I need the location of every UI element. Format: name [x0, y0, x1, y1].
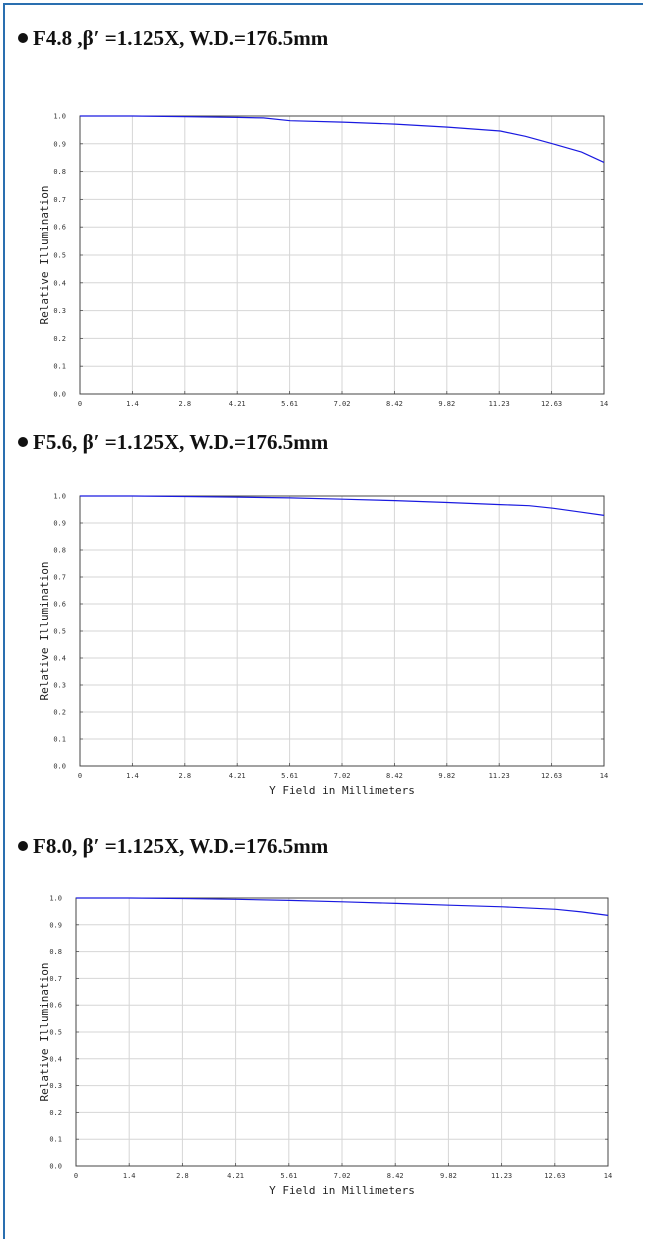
- x-tick-label: 12.63: [541, 400, 562, 408]
- x-tick-label: 14: [600, 400, 608, 408]
- y-tick-label: 0.6: [53, 601, 66, 609]
- y-tick-label: 0.2: [53, 335, 66, 343]
- y-tick-label: 0.1: [53, 736, 66, 744]
- x-tick-label: 8.42: [387, 1172, 404, 1180]
- y-tick-label: 0.5: [53, 628, 66, 636]
- y-tick-label: 0.0: [53, 763, 66, 771]
- x-tick-label: 4.21: [229, 400, 246, 408]
- y-tick-label: 0.3: [49, 1082, 62, 1090]
- y-tick-label: 0.1: [49, 1136, 62, 1144]
- x-tick-label: 12.63: [541, 772, 562, 780]
- y-tick-label: 0.7: [53, 574, 66, 582]
- bullet-icon: [18, 841, 28, 851]
- x-tick-label: 0: [78, 400, 82, 408]
- y-tick-label: 0.0: [49, 1163, 62, 1171]
- y-axis-label: Relative Illumination: [38, 185, 51, 324]
- plot-frame: [79, 115, 605, 395]
- y-tick-label: 0.3: [53, 307, 66, 315]
- y-tick-label: 1.0: [53, 113, 66, 121]
- y-tick-label: 0.8: [49, 948, 62, 956]
- x-axis-label: Y Field in Millimeters: [269, 1184, 415, 1196]
- x-tick-label: 2.8: [178, 400, 191, 408]
- plot-frame: [75, 897, 609, 1167]
- x-tick-label: 0: [74, 1172, 78, 1180]
- chart-heading-1: F4.8 ,β′ =1.125X, W.D.=176.5mm: [18, 24, 328, 52]
- x-tick-label: 7.02: [334, 400, 351, 408]
- y-tick-label: 0.1: [53, 363, 66, 371]
- y-axis-label: Relative Illumination: [38, 561, 51, 700]
- y-tick-label: 0.6: [53, 224, 66, 232]
- x-tick-label: 1.4: [126, 400, 139, 408]
- y-tick-label: 0.0: [53, 391, 66, 399]
- y-tick-label: 0.5: [53, 252, 66, 260]
- x-tick-label: 14: [604, 1172, 612, 1180]
- x-tick-label: 2.8: [176, 1172, 189, 1180]
- x-tick-label: 7.02: [334, 1172, 351, 1180]
- y-tick-label: 0.9: [53, 520, 66, 528]
- y-tick-label: 0.8: [53, 547, 66, 555]
- y-tick-label: 1.0: [49, 895, 62, 903]
- x-tick-label: 11.23: [491, 1172, 512, 1180]
- y-tick-label: 0.9: [49, 921, 62, 929]
- y-tick-label: 0.4: [49, 1055, 62, 1063]
- chart-title-3: F8.0, β′ =1.125X, W.D.=176.5mm: [33, 833, 329, 858]
- x-tick-label: 9.82: [440, 1172, 457, 1180]
- x-axis-label: Y Field in Millimeters: [269, 784, 415, 796]
- x-tick-label: 14: [600, 772, 608, 780]
- x-tick-label: 0: [78, 772, 82, 780]
- x-tick-label: 5.61: [281, 400, 298, 408]
- page-frame: [3, 3, 643, 1239]
- x-tick-label: 8.42: [386, 400, 403, 408]
- illumination-series-line: [80, 495, 605, 516]
- x-tick-label: 1.4: [123, 1172, 136, 1180]
- x-tick-label: 8.42: [386, 772, 403, 780]
- chart-heading-3: F8.0, β′ =1.125X, W.D.=176.5mm: [18, 832, 328, 860]
- y-tick-label: 0.7: [49, 975, 62, 983]
- y-tick-label: 0.5: [49, 1029, 62, 1037]
- x-tick-label: 5.61: [281, 772, 298, 780]
- y-tick-label: 0.2: [49, 1109, 62, 1117]
- y-tick-label: 0.8: [53, 168, 66, 176]
- y-tick-label: 0.6: [49, 1002, 62, 1010]
- y-tick-label: 1.0: [53, 493, 66, 501]
- y-tick-label: 0.4: [53, 279, 66, 287]
- x-tick-label: 4.21: [229, 772, 246, 780]
- y-tick-label: 0.7: [53, 196, 66, 204]
- chart-title-1: F4.8 ,β′ =1.125X, W.D.=176.5mm: [33, 25, 329, 50]
- relative-illumination-chart-3: 0 1.4 2.8 4.21 5.61 7.02 8.42 9.82 11.23 12.63 14 0…: [38, 895, 612, 1197]
- x-tick-label: 9.82: [438, 400, 455, 408]
- bullet-icon: [18, 437, 28, 447]
- plot-frame: [79, 495, 605, 767]
- x-tick-label: 11.23: [489, 772, 510, 780]
- y-tick-label: 0.9: [53, 140, 66, 148]
- chart-heading-2: F5.6, β′ =1.125X, W.D.=176.5mm: [18, 428, 328, 456]
- illumination-series-line: [80, 115, 605, 163]
- x-tick-label: 7.02: [334, 772, 351, 780]
- y-axis-label: Relative Illumination: [38, 962, 51, 1101]
- x-tick-label: 1.4: [126, 772, 139, 780]
- relative-illumination-chart-1: 0 1.4 2.8 4.21 5.61 7.02 8.42 9.82 11.23 12.63 14 0…: [38, 113, 608, 415]
- illumination-series-line: [76, 897, 609, 916]
- y-tick-label: 0.2: [53, 709, 66, 717]
- x-tick-label: 4.21: [227, 1172, 244, 1180]
- chart-title-2: F5.6, β′ =1.125X, W.D.=176.5mm: [33, 429, 329, 454]
- y-tick-label: 0.4: [53, 655, 66, 663]
- x-axis-label: Y Field in Millimeters: [269, 412, 415, 414]
- relative-illumination-chart-2: 0 1.4 2.8 4.21 5.61 7.02 8.42 9.82 11.23 12.63 14 0…: [38, 493, 608, 797]
- x-tick-label: 12.63: [544, 1172, 565, 1180]
- x-tick-label: 5.61: [280, 1172, 297, 1180]
- y-tick-label: 0.3: [53, 682, 66, 690]
- x-tick-label: 2.8: [178, 772, 191, 780]
- bullet-icon: [18, 33, 28, 43]
- x-tick-label: 9.82: [438, 772, 455, 780]
- x-tick-label: 11.23: [489, 400, 510, 408]
